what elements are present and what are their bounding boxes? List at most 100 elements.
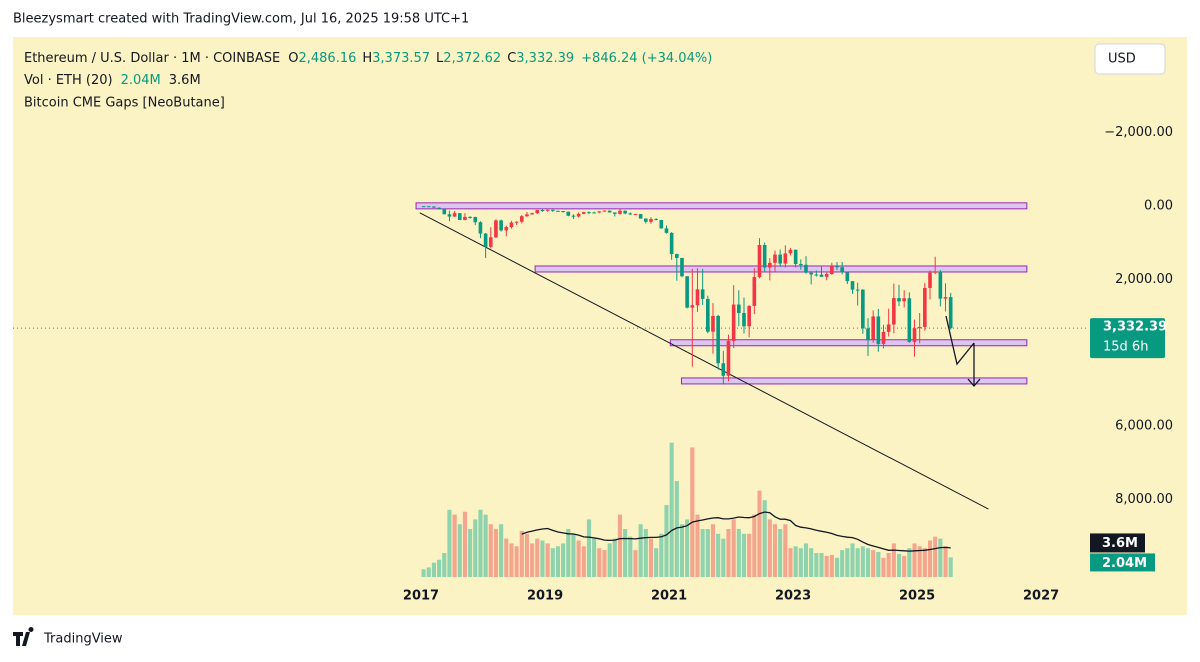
candle-body [892,298,896,325]
ohlc-key: C [507,51,516,66]
volume-bar [540,540,545,577]
volume-bar [922,548,927,577]
candle-body [912,328,917,342]
candle-body [571,215,576,217]
volume-ma [521,511,951,552]
trendline [419,212,989,510]
volume-bar [896,553,902,577]
candle-body [943,297,948,299]
candle-body [850,281,855,290]
candle-body [778,254,782,264]
candle-body [654,219,658,221]
candle-body [628,213,633,215]
candle-body [721,363,726,376]
candle-body [695,289,700,306]
volume-bar [628,536,633,577]
candle-body [680,257,684,277]
candle-body [886,324,891,332]
volume-bar [850,543,855,577]
volume-bar [803,543,809,577]
volume-bar [809,548,814,577]
candle-body [509,222,514,228]
currency[interactable]: USD [1108,52,1136,67]
candle-body [556,210,560,212]
volume-bar [447,509,452,577]
volume-bar [757,490,762,577]
candle-body [866,328,870,340]
ohlc-value: 2,372.62 [443,51,501,66]
candle-body [768,262,772,268]
volume-bar [473,519,478,577]
volume-last-box [1090,553,1155,572]
countdown: 15d 6h [1103,340,1148,355]
volume-bar [442,553,447,577]
volume-bar [643,529,648,577]
volume-ma-box [1090,533,1145,553]
volume-bar [592,538,597,577]
candle-body [700,289,705,299]
volume-bar [664,505,669,577]
candle-body [752,277,757,306]
volume-bar [504,538,509,577]
y-tick-label: 8,000.00 [1115,492,1173,507]
currency-button[interactable] [1094,43,1166,75]
volume-bar [690,447,695,577]
change: +846.24 (+34.04%) [581,51,712,66]
ohlc-key: L [436,51,444,66]
x-tick-label: 2019 [527,589,563,604]
candle-body [612,212,617,214]
x-tick-label: 2027 [1023,589,1059,604]
volume-bar [437,559,442,577]
candle-body [669,232,674,255]
volume-bar [457,524,462,577]
candle-body [840,267,844,273]
candle-body [649,219,653,222]
volume-bar [612,538,617,577]
volume-bar [488,524,493,577]
volume-bar [524,533,530,577]
volume-bar [716,533,721,577]
candle-body [421,206,426,208]
arrow-head [967,378,981,387]
volume-bar [788,548,793,577]
y-tick-label: 2,000.00 [1115,272,1173,287]
volume-bar [586,519,592,577]
candle-body [731,304,736,341]
volume-bar [834,557,840,577]
gap-zone [415,202,1028,210]
volume-bar [865,548,871,577]
candle-body [737,304,741,314]
volume-bar [927,540,933,577]
candle-body [917,326,922,329]
volume-bar [499,524,504,577]
volume-bar [741,533,747,577]
volume-bar [767,519,772,577]
volume-title: Vol · ETH (20) [24,73,113,88]
volume-bar [669,442,674,577]
volume-bar [886,553,891,577]
volume-bar [617,514,623,577]
volume-bar [581,546,586,577]
volume-bar [659,533,664,577]
candle-body [762,245,767,268]
y-tick-label: 0.00 [1144,198,1173,213]
volume-bar [555,546,561,577]
volume-bar [824,555,829,577]
candle-body [907,298,912,342]
candle-body [581,212,586,214]
candle-body [706,298,710,332]
candle-body [711,315,715,332]
volume-bar [762,500,767,577]
volume-bar [736,529,741,577]
candle-body [494,220,498,238]
candle-body [948,297,953,329]
candle-body [659,220,664,229]
volume-bar [493,529,499,577]
candle-body [638,214,643,219]
volume-bar [772,524,778,577]
candle-body [814,274,819,276]
candle-body [757,245,762,278]
volume-bar [814,553,819,577]
candle-body [437,207,441,209]
candle-body [452,213,457,217]
